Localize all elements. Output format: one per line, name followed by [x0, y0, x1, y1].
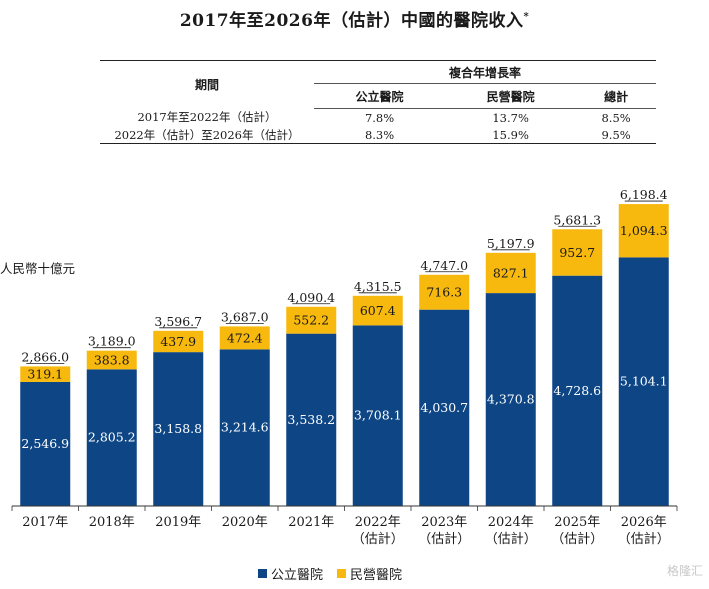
x-tick-label: （估計） [418, 531, 470, 547]
cagr-period-header: 期間 [194, 78, 219, 93]
data-label-public: 2,546.9 [21, 436, 69, 451]
total-label: 4,315.5 [354, 279, 402, 294]
data-label-private: 552.2 [293, 313, 329, 328]
total-label: 2,866.0 [21, 349, 69, 364]
data-label-private: 437.9 [160, 334, 196, 349]
y-axis-unit-label: 人民幣十億元 [0, 261, 76, 276]
cagr-table: 期間 複合年增長率 公立醫院 民營醫院 總計 2017年至2022年（估計） 7… [100, 60, 656, 144]
data-label-public: 4,030.7 [420, 400, 468, 415]
total-label: 5,681.3 [553, 212, 601, 227]
cagr-row: 2017年至2022年（估計） 7.8% 13.7% 8.5% [100, 109, 656, 127]
legend-swatch-public [258, 569, 267, 578]
x-tick-label: （估計） [352, 531, 404, 547]
bar-public [86, 369, 137, 506]
chart-title-text: 2017年至2026年（估計）中國的醫院收入 [179, 11, 524, 31]
cagr-cell: 15.9% [492, 127, 529, 142]
cagr-row-period: 2017年至2022年（估計） [137, 110, 277, 125]
data-label-public: 4,728.6 [553, 383, 601, 398]
bar-private [419, 274, 470, 310]
cagr-cell: 7.8% [364, 110, 395, 125]
total-label: 3,189.0 [88, 334, 136, 349]
cagr-col-total: 總計 [576, 83, 656, 109]
data-label-private: 383.8 [94, 353, 130, 368]
bar-private [286, 306, 337, 334]
legend-label-public: 公立醫院 [271, 568, 324, 583]
bar-public [286, 333, 337, 506]
legend-label-private: 民營醫院 [350, 568, 403, 583]
bar-private [219, 326, 270, 350]
stacked-bar-chart: 2,546.9 319.1 2,866.0 2017年 2,805.2 383.8 3,18… [11, 187, 678, 547]
legend-item-private: 民營醫院 [337, 564, 402, 583]
total-label: 3,596.7 [154, 314, 202, 329]
x-tick-label: 2017年 [22, 515, 68, 530]
x-tick-label: 2021年 [288, 515, 334, 530]
bar-public [485, 293, 536, 506]
x-tick-label: 2024年 [488, 515, 534, 530]
bar-private [352, 295, 403, 326]
bar-private [618, 204, 669, 258]
cagr-col-public: 公立醫院 [314, 83, 446, 109]
x-tick-label: （估計） [618, 531, 670, 547]
legend-swatch-private [337, 569, 347, 578]
cagr-col-private: 民營醫院 [445, 83, 577, 109]
data-label-private: 952.7 [559, 245, 595, 260]
x-tick-label: 2025年 [554, 515, 600, 530]
x-tick-label: 2019年 [155, 515, 201, 530]
legend-item-public: 公立醫院 [258, 564, 323, 583]
chart-title: 2017年至2026年（估計）中國的醫院收入* [0, 6, 709, 31]
cagr-cell: 9.5% [601, 127, 631, 142]
bar-private [20, 366, 71, 382]
cagr-row-period: 2022年（估計）至2026年（估計） [114, 127, 300, 142]
cagr-cell: 8.3% [364, 127, 395, 142]
data-label-private: 716.3 [426, 285, 462, 300]
bar-public [618, 257, 669, 506]
total-label: 4,090.4 [287, 290, 335, 305]
data-label-private: 472.4 [227, 330, 263, 345]
total-label: 4,747.0 [420, 258, 468, 273]
bar-public [153, 352, 204, 506]
x-tick-label: 2022年 [355, 515, 401, 530]
total-label: 3,687.0 [221, 309, 269, 324]
x-tick-label: 2026年 [621, 515, 667, 530]
x-tick-label: （估計） [551, 531, 603, 547]
bar-private [552, 229, 603, 276]
bar-public [419, 309, 470, 506]
x-tick-label: （估計） [485, 531, 537, 547]
data-label-public: 2,805.2 [88, 430, 136, 445]
bar-public [552, 275, 603, 506]
cagr-cell: 13.7% [492, 110, 529, 125]
data-label-public: 3,538.2 [287, 412, 335, 427]
data-label-private: 607.4 [360, 303, 396, 318]
x-tick-label: 2020年 [222, 515, 268, 530]
cagr-cell: 8.5% [601, 110, 631, 125]
total-label: 6,198.4 [620, 187, 668, 202]
x-tick-label: 2018年 [89, 515, 135, 530]
data-label-public: 3,214.6 [221, 420, 269, 435]
data-label-public: 4,370.8 [487, 392, 535, 407]
bar-public [219, 349, 270, 506]
bar-private [153, 330, 204, 353]
bar-public [20, 381, 71, 506]
data-label-private: 319.1 [27, 367, 63, 382]
watermark-logo: 格隆汇 [666, 564, 703, 578]
title-footnote-mark: * [523, 11, 530, 23]
cagr-main-header: 複合年增長率 [314, 61, 656, 84]
bar-private [86, 350, 137, 370]
total-label: 5,197.9 [487, 236, 535, 251]
data-label-private: 1,094.3 [620, 223, 668, 238]
cagr-row: 2022年（估計）至2026年（估計） 8.3% 15.9% 9.5% [100, 126, 656, 143]
bar-public [352, 325, 403, 506]
bar-private [485, 252, 536, 294]
legend: 公立醫院 民營醫院 [258, 564, 416, 583]
data-label-public: 3,158.8 [154, 421, 202, 436]
x-tick-label: 2023年 [421, 515, 467, 530]
data-label-private: 827.1 [493, 265, 529, 280]
data-label-public: 3,708.1 [354, 408, 402, 423]
data-label-public: 5,104.1 [620, 374, 668, 389]
